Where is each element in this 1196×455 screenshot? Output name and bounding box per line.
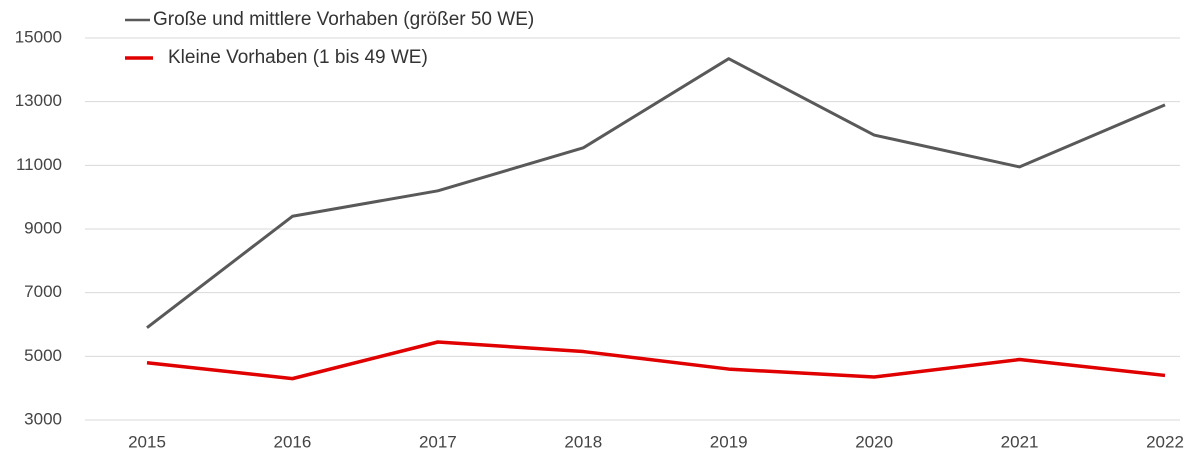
legend-label: Große und mittlere Vorhaben (größer 50 W… bbox=[153, 9, 534, 30]
x-tick-label: 2020 bbox=[855, 432, 893, 451]
y-tick-label: 7000 bbox=[24, 282, 62, 301]
legend-label: Kleine Vorhaben (1 bis 49 WE) bbox=[168, 47, 428, 68]
series-line bbox=[146, 57, 1166, 329]
x-tick-label: 2022 bbox=[1146, 432, 1184, 451]
x-tick-label: 2018 bbox=[564, 432, 602, 451]
y-tick-label: 11000 bbox=[16, 155, 62, 174]
x-tick-label: 2021 bbox=[1001, 432, 1039, 451]
x-tick-label: 2016 bbox=[274, 432, 312, 451]
y-tick-label: 9000 bbox=[24, 218, 62, 237]
y-tick-label: 5000 bbox=[24, 346, 62, 365]
y-tick-label: 13000 bbox=[15, 91, 62, 110]
series-line bbox=[146, 340, 1166, 381]
x-tick-label: 2015 bbox=[128, 432, 166, 451]
y-tick-label: 3000 bbox=[24, 409, 62, 428]
y-tick-label: 15000 bbox=[15, 27, 62, 46]
x-tick-label: 2019 bbox=[710, 432, 748, 451]
legend: Große und mittlere Vorhaben (größer 50 W… bbox=[125, 9, 534, 68]
x-tick-label: 2017 bbox=[419, 432, 457, 451]
